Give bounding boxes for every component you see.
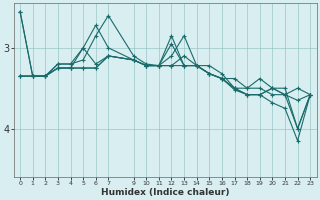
X-axis label: Humidex (Indice chaleur): Humidex (Indice chaleur) xyxy=(101,188,229,197)
